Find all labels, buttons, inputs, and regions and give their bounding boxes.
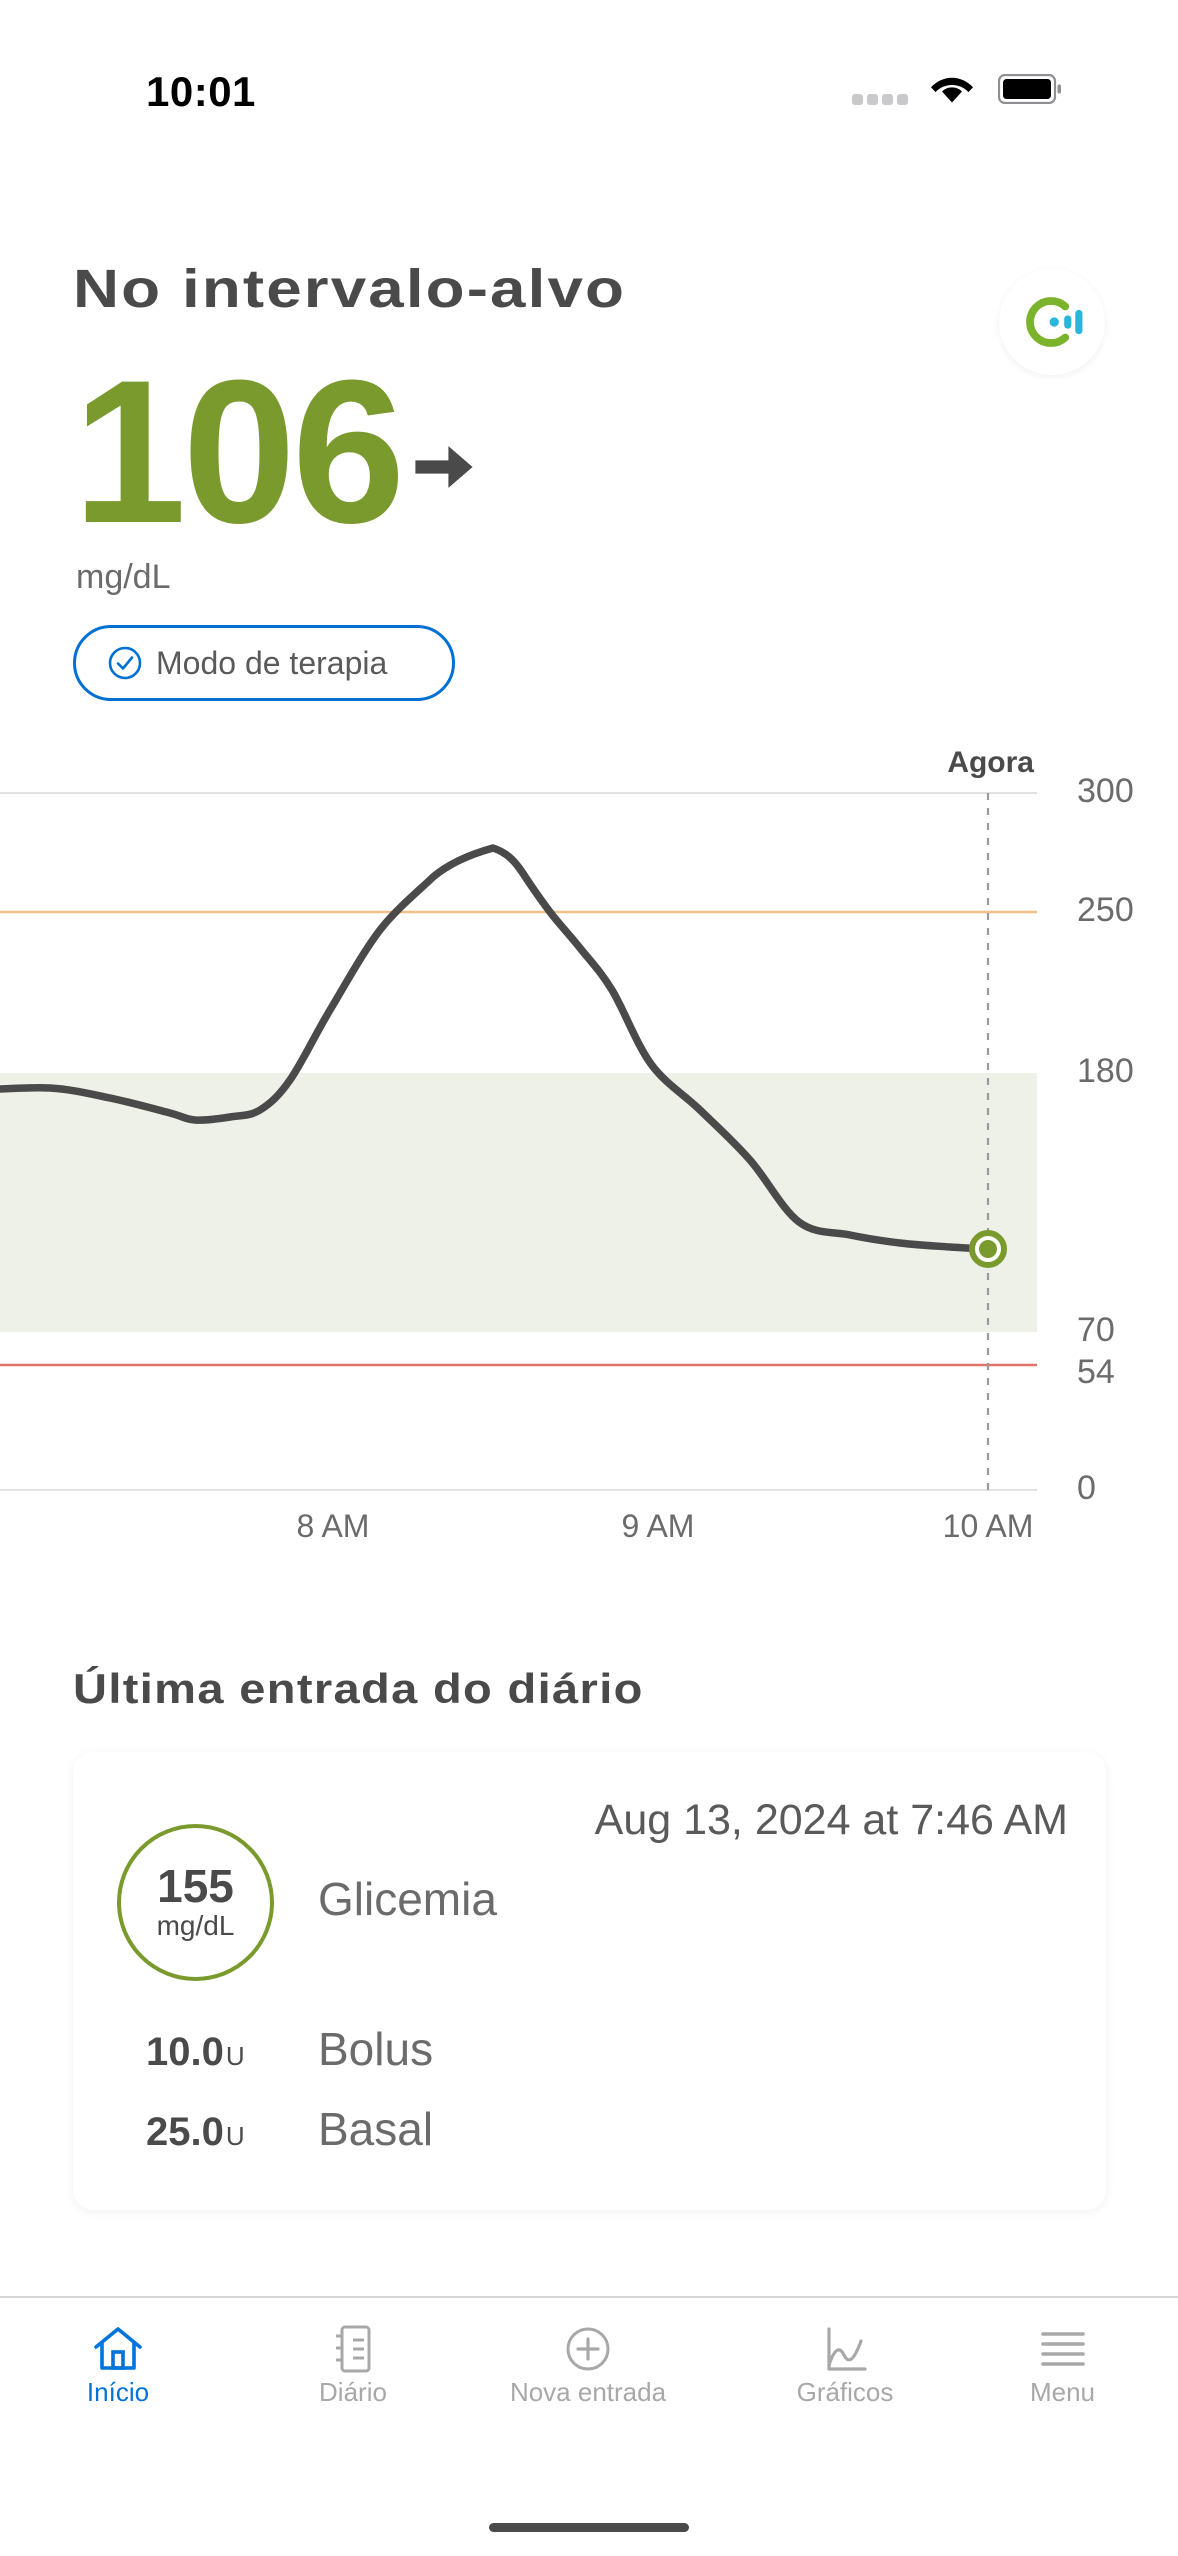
svg-text:Agora: Agora [947, 746, 1034, 779]
svg-text:10 AM: 10 AM [943, 1508, 1034, 1544]
svg-text:9 AM: 9 AM [622, 1508, 695, 1544]
svg-text:0: 0 [1077, 1469, 1096, 1507]
svg-text:8 AM: 8 AM [297, 1508, 370, 1544]
svg-text:300: 300 [1077, 772, 1134, 810]
svg-text:70: 70 [1077, 1311, 1115, 1349]
svg-text:54: 54 [1077, 1353, 1115, 1391]
svg-text:250: 250 [1077, 891, 1134, 929]
svg-text:180: 180 [1077, 1052, 1134, 1090]
